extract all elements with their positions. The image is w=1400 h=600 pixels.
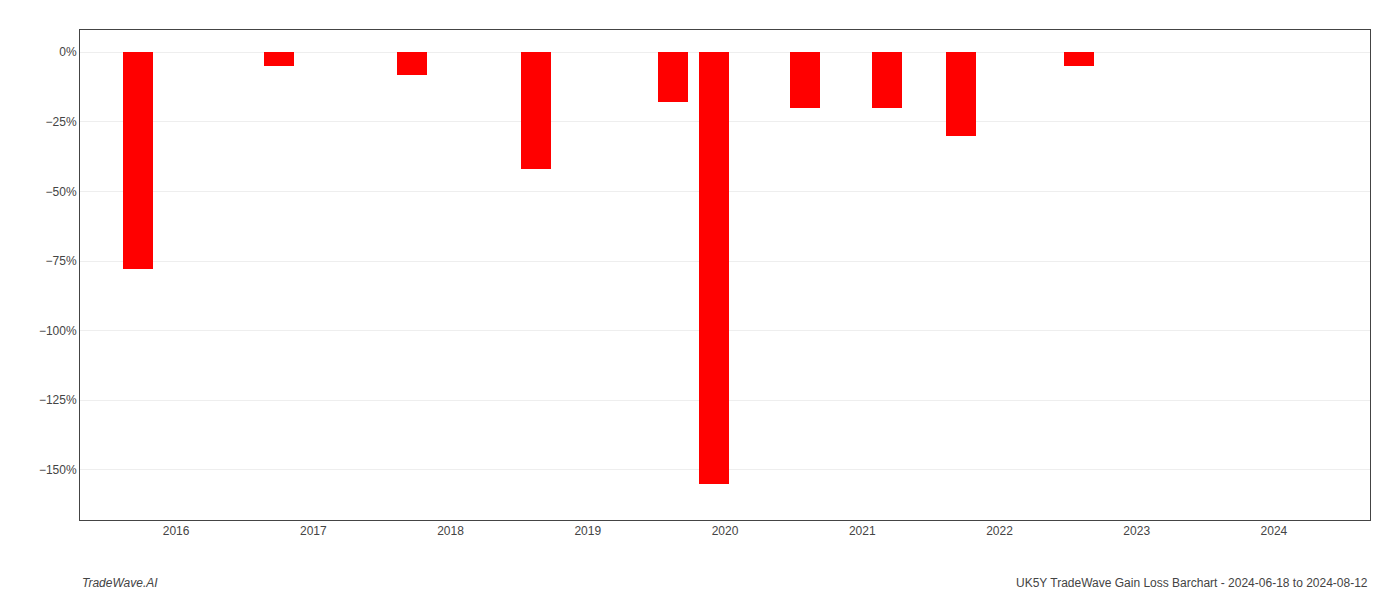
svg-text:−150%: −150% [39, 463, 77, 477]
svg-text:2016: 2016 [163, 524, 190, 538]
svg-text:−50%: −50% [46, 185, 77, 199]
svg-text:2020: 2020 [712, 524, 739, 538]
svg-text:2022: 2022 [986, 524, 1013, 538]
svg-text:2021: 2021 [849, 524, 876, 538]
svg-text:−100%: −100% [39, 324, 77, 338]
svg-text:−125%: −125% [39, 393, 77, 407]
svg-text:2024: 2024 [1261, 524, 1288, 538]
svg-text:2018: 2018 [437, 524, 464, 538]
svg-text:−25%: −25% [46, 115, 77, 129]
svg-text:2017: 2017 [300, 524, 327, 538]
svg-text:0%: 0% [59, 45, 77, 59]
svg-text:2023: 2023 [1123, 524, 1150, 538]
svg-text:TradeWave.AI: TradeWave.AI [82, 576, 158, 590]
svg-text:−75%: −75% [46, 254, 77, 268]
svg-text:UK5Y TradeWave Gain Loss Barch: UK5Y TradeWave Gain Loss Barchart - 2024… [1016, 576, 1368, 590]
svg-text:2019: 2019 [574, 524, 601, 538]
